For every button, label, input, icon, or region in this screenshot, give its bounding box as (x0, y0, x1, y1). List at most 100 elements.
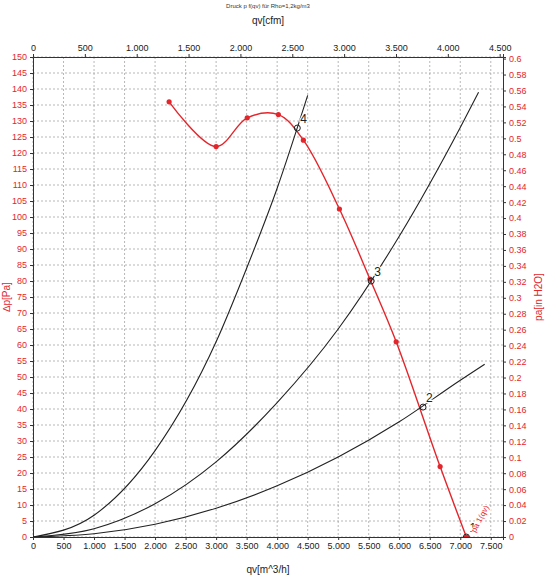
tick: 35 (17, 420, 33, 430)
tick-mark (247, 537, 248, 540)
tick: 130 (12, 116, 33, 126)
marker (245, 115, 250, 120)
tick-label: 1.500 (178, 43, 201, 53)
tick: 0.44 (503, 182, 527, 192)
grid (33, 57, 503, 537)
tick-label: 45 (17, 388, 27, 398)
tick-mark (503, 218, 506, 219)
tick-label: 0 (31, 541, 36, 551)
tick-label: 120 (12, 148, 27, 158)
tick: 85 (17, 260, 33, 270)
grid-line-y (33, 521, 503, 522)
tick-mark (503, 202, 506, 203)
tick: 0.14 (503, 421, 527, 431)
tick: 10 (17, 500, 33, 510)
grid-line-y (33, 185, 503, 186)
tick-label: 0.5 (509, 134, 522, 144)
tick-label: 20 (17, 468, 27, 478)
tick-mark (503, 122, 506, 123)
tick: 60 (17, 340, 33, 350)
tick-label: 70 (17, 308, 27, 318)
tick-label: 0.14 (509, 421, 527, 431)
tick: 3.500 (385, 43, 408, 57)
tick-label: 105 (12, 196, 27, 206)
tick-mark (292, 54, 293, 57)
tick-mark (503, 298, 506, 299)
tick-label: 0.48 (509, 150, 527, 160)
tick-mark (30, 297, 33, 298)
tick-label: 6.500 (419, 541, 442, 551)
tick-label: 4.000 (266, 541, 289, 551)
tick-mark (344, 54, 345, 57)
tick: 0.54 (503, 102, 527, 112)
tick-label: 3.500 (236, 541, 259, 551)
grid-line-y (33, 441, 503, 442)
tick-label: 6.000 (388, 541, 411, 551)
grid-line-y (33, 137, 503, 138)
tick: 0.12 (503, 437, 527, 447)
tick-mark (30, 73, 33, 74)
tick-mark (448, 54, 449, 57)
tick-label: 0.24 (509, 341, 527, 351)
tick: 90 (17, 244, 33, 254)
tick: 0 (503, 532, 514, 542)
tick-label: 0.32 (509, 277, 527, 287)
y2-axis: 00.020.040.060.080.10.120.140.160.180.20… (503, 54, 527, 542)
grid-line-y (33, 345, 503, 346)
x2-axis: 05001.0001.5002.0002.5003.0003.5004.0004… (31, 43, 511, 58)
tick: 55 (17, 356, 33, 366)
tick-label: 0.4 (509, 213, 522, 223)
tick-label: 0.02 (509, 516, 527, 526)
tick-mark (85, 54, 86, 57)
tick-mark (137, 54, 138, 57)
tick-mark (338, 537, 339, 540)
grid-line-x (307, 57, 308, 537)
marker (276, 112, 281, 117)
tick: 0.26 (503, 325, 527, 335)
grid-line-y (33, 217, 503, 218)
tick-label: 110 (13, 180, 27, 190)
tick-label: 5.000 (327, 541, 350, 551)
grid-line-y (33, 153, 503, 154)
marker (438, 464, 443, 469)
tick-mark (30, 153, 33, 154)
tick: 0.42 (503, 197, 527, 207)
system-curve (33, 92, 479, 537)
tick-label: 0.26 (509, 325, 527, 335)
tick: 70 (17, 308, 33, 318)
tick: 1.500 (114, 537, 137, 551)
tick: 0.08 (503, 469, 527, 479)
curve-label: pa 1(qv) (469, 504, 491, 534)
tick-mark (503, 425, 506, 426)
plot-area (33, 57, 503, 537)
grid-line-y (33, 505, 503, 506)
tick-label: 0.42 (509, 197, 527, 207)
tick: 50 (17, 372, 33, 382)
tick-mark (491, 537, 492, 540)
tick: 6.000 (388, 537, 411, 551)
tick-mark (503, 170, 506, 171)
tick-mark (30, 457, 33, 458)
tick-mark (30, 409, 33, 410)
tick-label: 3.000 (205, 541, 228, 551)
tick-mark (30, 473, 33, 474)
tick-mark (503, 186, 506, 187)
axis-line (30, 58, 34, 538)
tick: 0.5 (503, 134, 522, 144)
tick-label: 4.500 (489, 43, 512, 53)
tick: 0.22 (503, 357, 527, 367)
tick-label: 2.000 (144, 541, 167, 551)
tick-mark (30, 89, 33, 90)
tick: 500 (78, 43, 93, 57)
tick-label: 0.08 (509, 469, 527, 479)
tick-label: 0.58 (509, 70, 527, 80)
labels: 1234pa 1(qv) (300, 112, 491, 535)
tick: 5.500 (358, 537, 381, 551)
tick-label: 1.000 (83, 541, 106, 551)
marker (301, 138, 306, 143)
tick-mark (460, 537, 461, 540)
tick-label: 0.38 (509, 229, 527, 239)
marker (337, 206, 342, 211)
tick-label: 0.44 (509, 182, 527, 192)
tick-label: 1.500 (114, 541, 137, 551)
